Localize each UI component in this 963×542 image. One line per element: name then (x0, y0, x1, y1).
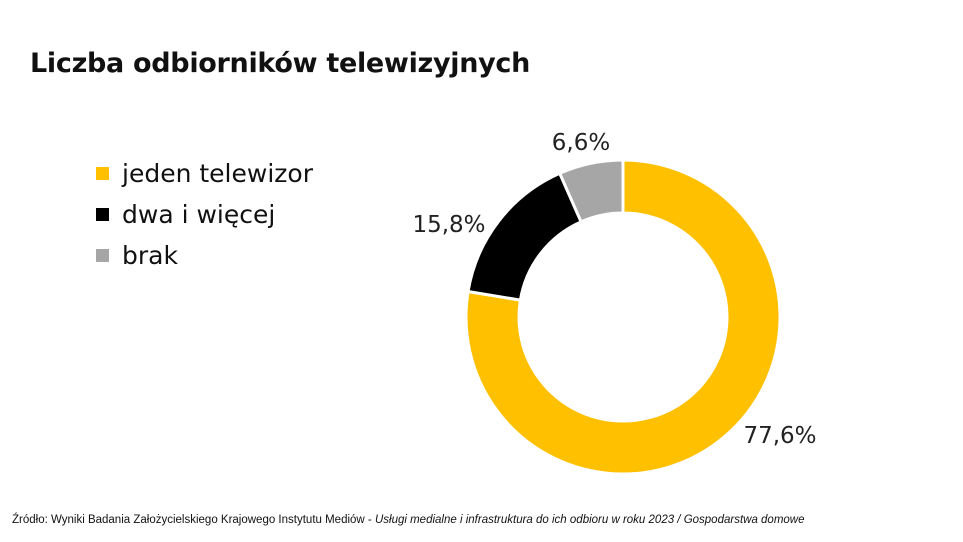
legend-item-brak: brak (96, 235, 313, 276)
legend-label-brak: brak (122, 241, 178, 270)
slice-label-jeden-telewizor: 77,6% (743, 423, 816, 449)
donut-slice-brak (557, 158, 625, 224)
chart-title: Liczba odbiorników telewizyjnych (30, 48, 531, 79)
slice-label-dwa-i-więcej: 15,8% (412, 212, 485, 238)
legend: jeden telewizor dwa i więcej brak (96, 153, 313, 276)
source-note: Źródło: Wyniki Badania Założycielskiego … (12, 514, 805, 526)
legend-swatch-brak (96, 249, 109, 262)
donut-labels: 77,6% 15,8% 6,6% (412, 130, 816, 449)
legend-label-jeden-telewizor: jeden telewizor (122, 159, 313, 188)
slice-label-brak: 6,6% (552, 130, 610, 156)
donut-slices (464, 158, 782, 476)
donut-slice-jeden-telewizor (464, 158, 782, 476)
legend-swatch-jeden-telewizor (96, 167, 109, 180)
source-title: Usługi medialne i infrastruktura do ich … (374, 514, 805, 526)
legend-swatch-dwa-i-wiecej (96, 208, 109, 221)
legend-item-jeden-telewizor: jeden telewizor (96, 153, 313, 194)
source-prefix: Źródło: Wyniki Badania Założycielskiego … (12, 514, 375, 526)
legend-label-dwa-i-wiecej: dwa i więcej (122, 200, 276, 229)
legend-item-dwa-i-wiecej: dwa i więcej (96, 194, 313, 235)
